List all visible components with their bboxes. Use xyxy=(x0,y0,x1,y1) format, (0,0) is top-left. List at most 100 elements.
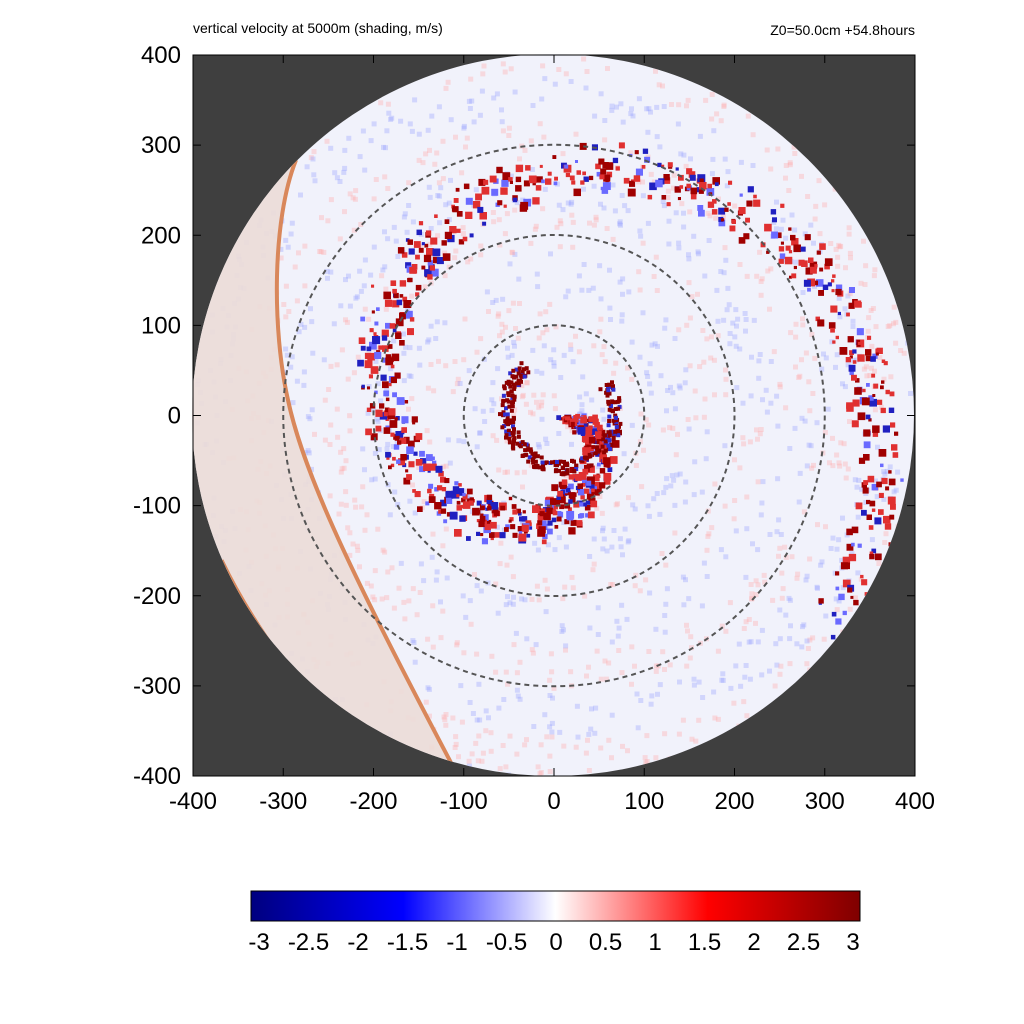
shading-cell xyxy=(720,214,726,220)
eyewall-cell xyxy=(522,367,526,372)
rainband-cell xyxy=(822,284,829,290)
shading-cell xyxy=(353,295,359,301)
shading-cell xyxy=(467,700,473,705)
rainband-cell xyxy=(627,188,636,197)
shading-cell xyxy=(530,347,536,353)
shading-cell xyxy=(678,151,684,157)
shading-cell xyxy=(640,310,646,316)
shading-cell xyxy=(747,676,753,682)
shading-cell xyxy=(610,236,616,242)
shading-cell xyxy=(722,245,728,251)
shading-cell xyxy=(368,138,374,144)
shading-cell xyxy=(793,321,799,327)
shading-cell xyxy=(396,585,402,591)
eyewall-cell xyxy=(511,442,515,447)
shading-cell xyxy=(613,360,619,366)
shading-cell xyxy=(709,334,714,340)
shading-cell xyxy=(551,393,557,399)
shading-cell xyxy=(612,208,618,214)
rainband-cell xyxy=(425,230,432,236)
shading-cell xyxy=(633,463,639,468)
shading-cell xyxy=(565,288,571,294)
shading-cell xyxy=(800,322,806,328)
shading-cell xyxy=(598,745,604,751)
shading-cell xyxy=(804,463,810,469)
shading-cell xyxy=(514,670,520,676)
shading-cell xyxy=(532,540,538,546)
rainband-cell xyxy=(889,514,895,520)
shading-cell xyxy=(560,207,566,213)
rainband-cell xyxy=(718,207,726,215)
shading-cell xyxy=(466,758,472,764)
rainband-cell xyxy=(582,447,591,456)
shading-cell xyxy=(677,385,683,391)
eyewall-cell xyxy=(558,459,563,464)
shading-cell xyxy=(865,328,871,334)
eyewall-cell xyxy=(511,433,516,438)
shading-cell xyxy=(808,443,814,449)
rainband-cell xyxy=(852,399,860,407)
rainband-cell xyxy=(571,180,576,185)
shading-cell xyxy=(455,376,461,382)
rainband-cell xyxy=(819,243,826,250)
shading-cell xyxy=(304,164,310,170)
shading-cell xyxy=(398,560,404,566)
shading-cell xyxy=(547,753,553,759)
rainband-cell xyxy=(868,525,874,530)
eyewall-cell xyxy=(613,407,618,411)
rainband-cell xyxy=(490,521,497,529)
eyewall-cell xyxy=(516,434,521,439)
rainband-cell xyxy=(888,478,896,486)
shading-cell xyxy=(624,616,630,622)
shading-cell xyxy=(573,333,578,339)
shading-cell xyxy=(283,283,289,289)
shading-cell xyxy=(659,551,665,556)
shading-cell xyxy=(753,620,758,626)
shading-cell xyxy=(514,200,520,206)
shading-cell xyxy=(544,441,550,446)
rainband-cell xyxy=(801,260,808,267)
rainband-cell xyxy=(393,292,399,299)
rainband-cell xyxy=(396,299,403,306)
rainband-cell xyxy=(596,424,603,431)
rainband-cell xyxy=(543,512,551,521)
shading-cell xyxy=(480,750,486,756)
shading-cell xyxy=(390,444,396,449)
shading-cell xyxy=(712,715,718,721)
rainband-cell xyxy=(479,515,486,522)
colorbar-tick-label: -0.5 xyxy=(486,929,527,956)
rainband-cell xyxy=(569,175,575,181)
shading-cell xyxy=(637,354,643,360)
shading-cell xyxy=(302,324,308,330)
shading-cell xyxy=(345,376,351,382)
shading-cell xyxy=(676,245,682,251)
shading-cell xyxy=(549,669,555,675)
rainband-cell xyxy=(428,496,436,503)
rainband-cell xyxy=(881,380,885,384)
shading-cell xyxy=(804,573,810,579)
shading-cell xyxy=(675,121,681,127)
rainband-cell xyxy=(848,302,855,309)
rainband-cell xyxy=(379,412,388,420)
rainband-cell xyxy=(424,243,429,248)
shading-cell xyxy=(278,255,284,261)
rainband-cell xyxy=(689,174,696,181)
shading-cell xyxy=(609,107,615,113)
rainband-cell xyxy=(563,164,572,173)
shading-cell xyxy=(682,499,688,505)
eyewall-cell xyxy=(613,413,618,418)
eyewall-cell xyxy=(510,404,515,409)
shading-cell xyxy=(466,98,472,104)
eyewall-cell xyxy=(617,398,622,403)
rainband-cell xyxy=(856,328,864,336)
shading-cell xyxy=(692,388,698,394)
shading-cell xyxy=(654,491,660,496)
shading-cell xyxy=(673,452,679,458)
rainband-cell xyxy=(698,188,704,194)
rainband-cell xyxy=(707,201,715,208)
shading-cell xyxy=(689,736,695,742)
shading-cell xyxy=(338,303,344,309)
shading-cell xyxy=(774,529,780,535)
rainband-cell xyxy=(831,289,835,293)
rainband-cell xyxy=(577,427,586,435)
